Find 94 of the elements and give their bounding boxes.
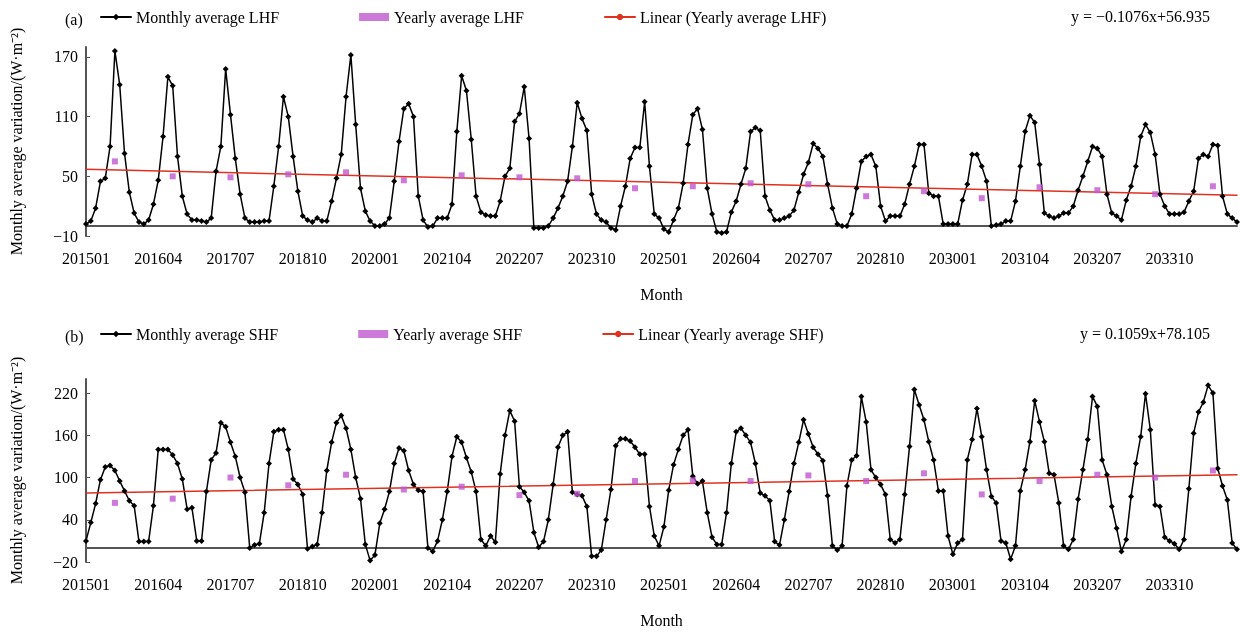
x-axis-title: Month [640, 285, 683, 303]
legend-label: Monthly average LHF [136, 8, 280, 27]
x-tick-label: 202104 [423, 249, 472, 267]
x-tick-label: 202810 [856, 249, 905, 267]
x-tick-label: 202604 [712, 575, 761, 593]
point [516, 174, 523, 181]
y-tick-label: 110 [54, 108, 78, 126]
legend-label: Yearly average LHF [394, 8, 525, 27]
x-tick-label: 201810 [278, 249, 327, 267]
point [400, 177, 407, 184]
legend-label: Monthly average SHF [136, 325, 279, 344]
point [458, 172, 465, 179]
point [1036, 184, 1043, 191]
point [400, 486, 407, 493]
y-axis-title: Monthly average variation/(W·m⁻²) [7, 27, 26, 256]
point [689, 477, 696, 484]
y-tick-label: −10 [52, 227, 78, 245]
y-tick-label: 160 [54, 426, 78, 444]
x-tick-label: 202001 [350, 249, 399, 267]
point [1152, 191, 1159, 198]
x-tick-label: 202707 [784, 575, 833, 593]
chart-title: (b) [65, 327, 84, 346]
point [1036, 478, 1043, 485]
y-tick-label: 170 [54, 48, 78, 66]
text: y = −0.1076x+56.935 [1070, 7, 1211, 26]
x-tick-label: 201604 [134, 249, 183, 267]
x-tick-label: 201707 [206, 575, 255, 593]
point [516, 492, 523, 499]
point [169, 495, 176, 502]
y-tick-label: 40 [62, 511, 78, 529]
x-tick-label: 202310 [567, 575, 616, 593]
point [111, 499, 118, 506]
x-tick-label: 203207 [1073, 249, 1122, 267]
x-tick-label: 203310 [1145, 249, 1194, 267]
point [747, 180, 754, 187]
x-tick-label: 202104 [423, 575, 472, 593]
x-tick-label: 203207 [1073, 575, 1122, 593]
x-tick-label: 201810 [278, 575, 327, 593]
legend-label: Linear (Yearly average LHF) [639, 8, 827, 27]
point [1094, 187, 1101, 194]
point [111, 158, 118, 165]
point [343, 471, 350, 478]
point [863, 193, 870, 200]
point [978, 491, 985, 498]
x-tick-label: 202207 [495, 575, 544, 593]
point [285, 171, 292, 178]
point [632, 185, 639, 192]
point [863, 478, 870, 485]
point [805, 472, 812, 479]
x-tick-label: 201501 [62, 249, 110, 267]
y-tick-label: 100 [54, 469, 78, 487]
point [1152, 474, 1159, 481]
y-tick-label: 220 [54, 384, 78, 402]
point [632, 478, 639, 485]
x-tick-label: 202310 [567, 249, 616, 267]
point [1209, 183, 1216, 190]
x-tick-label: 202501 [639, 575, 688, 593]
legend-label: Yearly average SHF [393, 325, 523, 344]
x-axis-title: Month [640, 611, 683, 629]
point [805, 181, 812, 188]
point [689, 183, 696, 190]
point [458, 483, 465, 490]
chart-title: (a) [65, 10, 83, 29]
point [747, 478, 754, 485]
point [574, 175, 581, 182]
y-tick-label: 50 [62, 167, 78, 185]
point [978, 195, 985, 202]
point [920, 188, 927, 195]
y-axis-title: Monthly average variation/(W·m⁻²) [7, 356, 26, 585]
point [227, 174, 234, 181]
x-tick-label: 203104 [1001, 249, 1050, 267]
x-tick-label: 202707 [784, 249, 833, 267]
point [920, 470, 927, 477]
x-tick-label: 203310 [1145, 575, 1194, 593]
text: y = 0.1059x+78.105 [1079, 324, 1210, 343]
point [285, 482, 292, 489]
x-tick-label: 203104 [1001, 575, 1050, 593]
x-tick-label: 203001 [928, 249, 977, 267]
point [1094, 471, 1101, 478]
x-tick-label: 202604 [712, 249, 761, 267]
x-tick-label: 201604 [134, 575, 183, 593]
x-tick-label: 202810 [856, 575, 905, 593]
point [227, 474, 234, 481]
x-tick-label: 201501 [62, 575, 110, 593]
point [343, 169, 350, 176]
point [1209, 467, 1216, 474]
x-tick-label: 202501 [639, 249, 688, 267]
x-tick-label: 202207 [495, 249, 544, 267]
x-tick-label: 202001 [350, 575, 399, 593]
x-tick-label: 203001 [928, 575, 977, 593]
x-tick-label: 201707 [206, 249, 255, 267]
point [169, 173, 176, 180]
y-tick-label: −20 [52, 553, 78, 571]
legend-label: Linear (Yearly average SHF) [638, 325, 824, 344]
